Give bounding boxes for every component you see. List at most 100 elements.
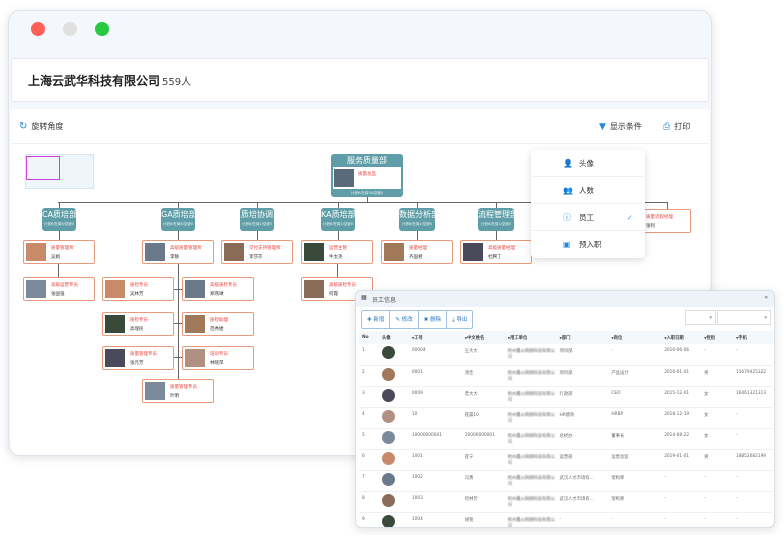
collapse-icon[interactable]: «: [764, 294, 768, 301]
column-header[interactable]: ▼岗位: [608, 331, 662, 344]
column-header[interactable]: ▼性别: [701, 331, 733, 344]
employee-card[interactable]: 交付支持管理师 李莎莎: [221, 240, 293, 264]
employee-card[interactable]: 培训专员 林晓萍: [182, 346, 254, 370]
filter-icon[interactable]: ▼: [611, 335, 614, 340]
table-cell: -: [732, 428, 773, 450]
menu-item-avatar[interactable]: 👤 头像: [531, 150, 645, 177]
filter-icon[interactable]: ▼: [735, 335, 739, 340]
department-node[interactable]: 流程管理部 计划6/在岗1/空缺0: [478, 208, 518, 231]
edit-button[interactable]: ✎ 修改: [390, 311, 419, 328]
menu-item-preboarding[interactable]: ▣ 预入职: [531, 231, 645, 258]
employee-card[interactable]: 高级质量经理 杜腾丁: [460, 240, 532, 264]
employee-card[interactable]: 质量管理师 吴娟: [23, 240, 95, 264]
cell-text: 10000000001: [464, 432, 495, 438]
cell-text: 杭州鑫火网络科技有限公司: [507, 517, 556, 528]
close-button[interactable]: [31, 22, 45, 36]
table-cell: -: [661, 512, 702, 527]
table-row[interactable]: 9 1004 胡铭 杭州鑫火网络科技有限公司 - - - - -: [359, 512, 773, 528]
table-cell: 18852082199: [732, 449, 773, 471]
column-header[interactable]: 头像: [378, 331, 409, 344]
connector-line: [417, 202, 418, 208]
avatar: [381, 388, 395, 402]
cell-text: 男: [704, 370, 709, 376]
cell-text: 项目部: [559, 370, 573, 376]
table-row[interactable]: 6 1001 崔宁 杭州鑫火网络科技有限公司 运营部 运营总监 2019-01-01 男 188…: [359, 449, 773, 471]
filter-icon[interactable]: ▼: [559, 335, 562, 340]
export-button[interactable]: ⤓ 导出: [452, 317, 468, 323]
employee-card[interactable]: 高级质量管理师 李静: [142, 240, 214, 264]
employee-card[interactable]: 高级运营专员 张国强: [23, 277, 95, 301]
menu-item-count[interactable]: 👥 人数: [531, 177, 645, 204]
minimap[interactable]: [25, 154, 94, 189]
print-button[interactable]: ⎙ 打印: [663, 121, 690, 132]
employee-card[interactable]: 质检专员 吴林芳: [102, 277, 174, 301]
cell-text: 00004: [411, 348, 426, 353]
column-header[interactable]: ▼中文姓名: [461, 331, 505, 344]
role: 高级质量管理师: [170, 246, 202, 251]
employee-card[interactable]: 质量流程经理 张钊: [641, 209, 691, 233]
filter-icon[interactable]: ▼: [411, 335, 415, 340]
avatar: [381, 514, 395, 527]
department-node[interactable]: KA质培部 计划6/在岗2/空缺0: [321, 208, 356, 231]
filter-icon[interactable]: ▼: [664, 335, 667, 340]
rotate-button[interactable]: ↻ 旋转角度: [19, 121, 63, 132]
table-cell: -: [701, 470, 733, 492]
employee-card[interactable]: 高级质检专员 郑燕琳: [182, 277, 254, 301]
column-header[interactable]: ▼用工单位: [504, 331, 557, 344]
employee-card[interactable]: 质检助理 范秀捷: [182, 312, 254, 336]
role: 高级质检专员: [329, 283, 356, 288]
connector-line: [173, 323, 182, 324]
filter-button[interactable]: ▼ 显示条件: [599, 121, 642, 132]
department-node[interactable]: GA质培部 计划6/在岗8/空缺0: [161, 208, 197, 231]
person-name: 吴娟: [51, 255, 60, 260]
connector-line: [59, 231, 60, 240]
cell-text: 胡铭: [464, 517, 474, 523]
role: 高级运营专员: [51, 283, 78, 288]
employee-card[interactable]: 质检专员 高瑞民: [102, 312, 174, 336]
column-header[interactable]: ▼工号: [408, 331, 462, 344]
cell-text: 7: [362, 474, 365, 480]
column-header[interactable]: No: [359, 331, 379, 344]
filter-select-1[interactable]: ▾: [685, 310, 716, 325]
menu-label: 头像: [579, 158, 594, 168]
table-cell: 2: [359, 365, 379, 387]
table-cell: [378, 491, 409, 513]
employee-card[interactable]: 质量管理专员 张元芳: [102, 346, 174, 370]
column-header[interactable]: ▼入职日期: [661, 331, 702, 344]
table-row[interactable]: 2 0001 汤佳 杭州鑫火网络科技有限公司 项目部 产品设计 2016-01-01 男 156…: [359, 365, 773, 387]
table-cell: [378, 428, 409, 450]
btn-label: 导出: [456, 317, 468, 323]
cell-text: 8: [362, 495, 365, 501]
filter-icon[interactable]: ▼: [704, 335, 707, 340]
column-header[interactable]: ▼部门: [556, 331, 609, 344]
table-row[interactable]: 8 1003 何林芳 杭州鑫火网络科技有限公司 武汉人才市场有... 架构师 - - -: [359, 491, 773, 513]
column-label: 性别: [706, 335, 715, 341]
add-button[interactable]: ✚ 新增: [362, 311, 391, 328]
employee-card[interactable]: 质量经理 齐国君: [381, 240, 453, 264]
filter-icon[interactable]: ▼: [464, 335, 468, 340]
employee-card[interactable]: 质量管理专员 叶明: [142, 379, 214, 403]
cell-text: 武汉人才市场有...: [559, 475, 594, 481]
root-department[interactable]: 服务质量部 质量总监 李梦飞 计划6/在岗18/空缺0: [331, 154, 403, 197]
department-node[interactable]: CA质培部 计划6/在岗8/空缺0: [42, 208, 77, 231]
menu-item-employee[interactable]: ⓘ 员工 ✓: [531, 204, 645, 231]
department-node[interactable]: 质培协调 计划6/在岗1/空缺0: [240, 208, 274, 231]
delete-button[interactable]: ✖ 删除: [419, 311, 448, 328]
cell-text: -: [735, 495, 738, 501]
table-row[interactable]: 3 0009 曾大大 杭州鑫火网络科技有限公司 行政部 CEO 2015-12-01 女 164…: [359, 386, 773, 408]
cell-text: -: [735, 474, 738, 480]
table-cell: 女: [701, 407, 733, 429]
table-row[interactable]: 1 00004 王大大 杭州鑫火网络科技有限公司 项目部 - 2016-06-06 - -: [359, 344, 773, 366]
filter-select-2[interactable]: ▾: [717, 310, 771, 325]
minimize-button[interactable]: [63, 22, 77, 36]
employee-card[interactable]: 运营主管 牛太尧: [301, 240, 373, 264]
table-row[interactable]: 7 1002 冯勇 杭州鑫火网络科技有限公司 武汉人才市场有... 架构师 - - -: [359, 470, 773, 492]
avatar: [381, 430, 395, 444]
maximize-button[interactable]: [95, 22, 109, 36]
department-node[interactable]: 数据分析部 计划6/在岗1/空缺0: [399, 208, 439, 231]
filter-icon[interactable]: ▼: [507, 335, 511, 340]
table-row[interactable]: 4 10 崔晨10 杭州鑫火网络科技有限公司 HR绩效 HRBP 2018-12-19 女 -: [359, 407, 773, 429]
table-row[interactable]: 5 10000000001 10000000001 杭州鑫火网络科技有限公司 总经办 董事…: [359, 428, 773, 450]
connector-line: [367, 197, 368, 202]
column-header[interactable]: ▼手机: [732, 331, 773, 344]
